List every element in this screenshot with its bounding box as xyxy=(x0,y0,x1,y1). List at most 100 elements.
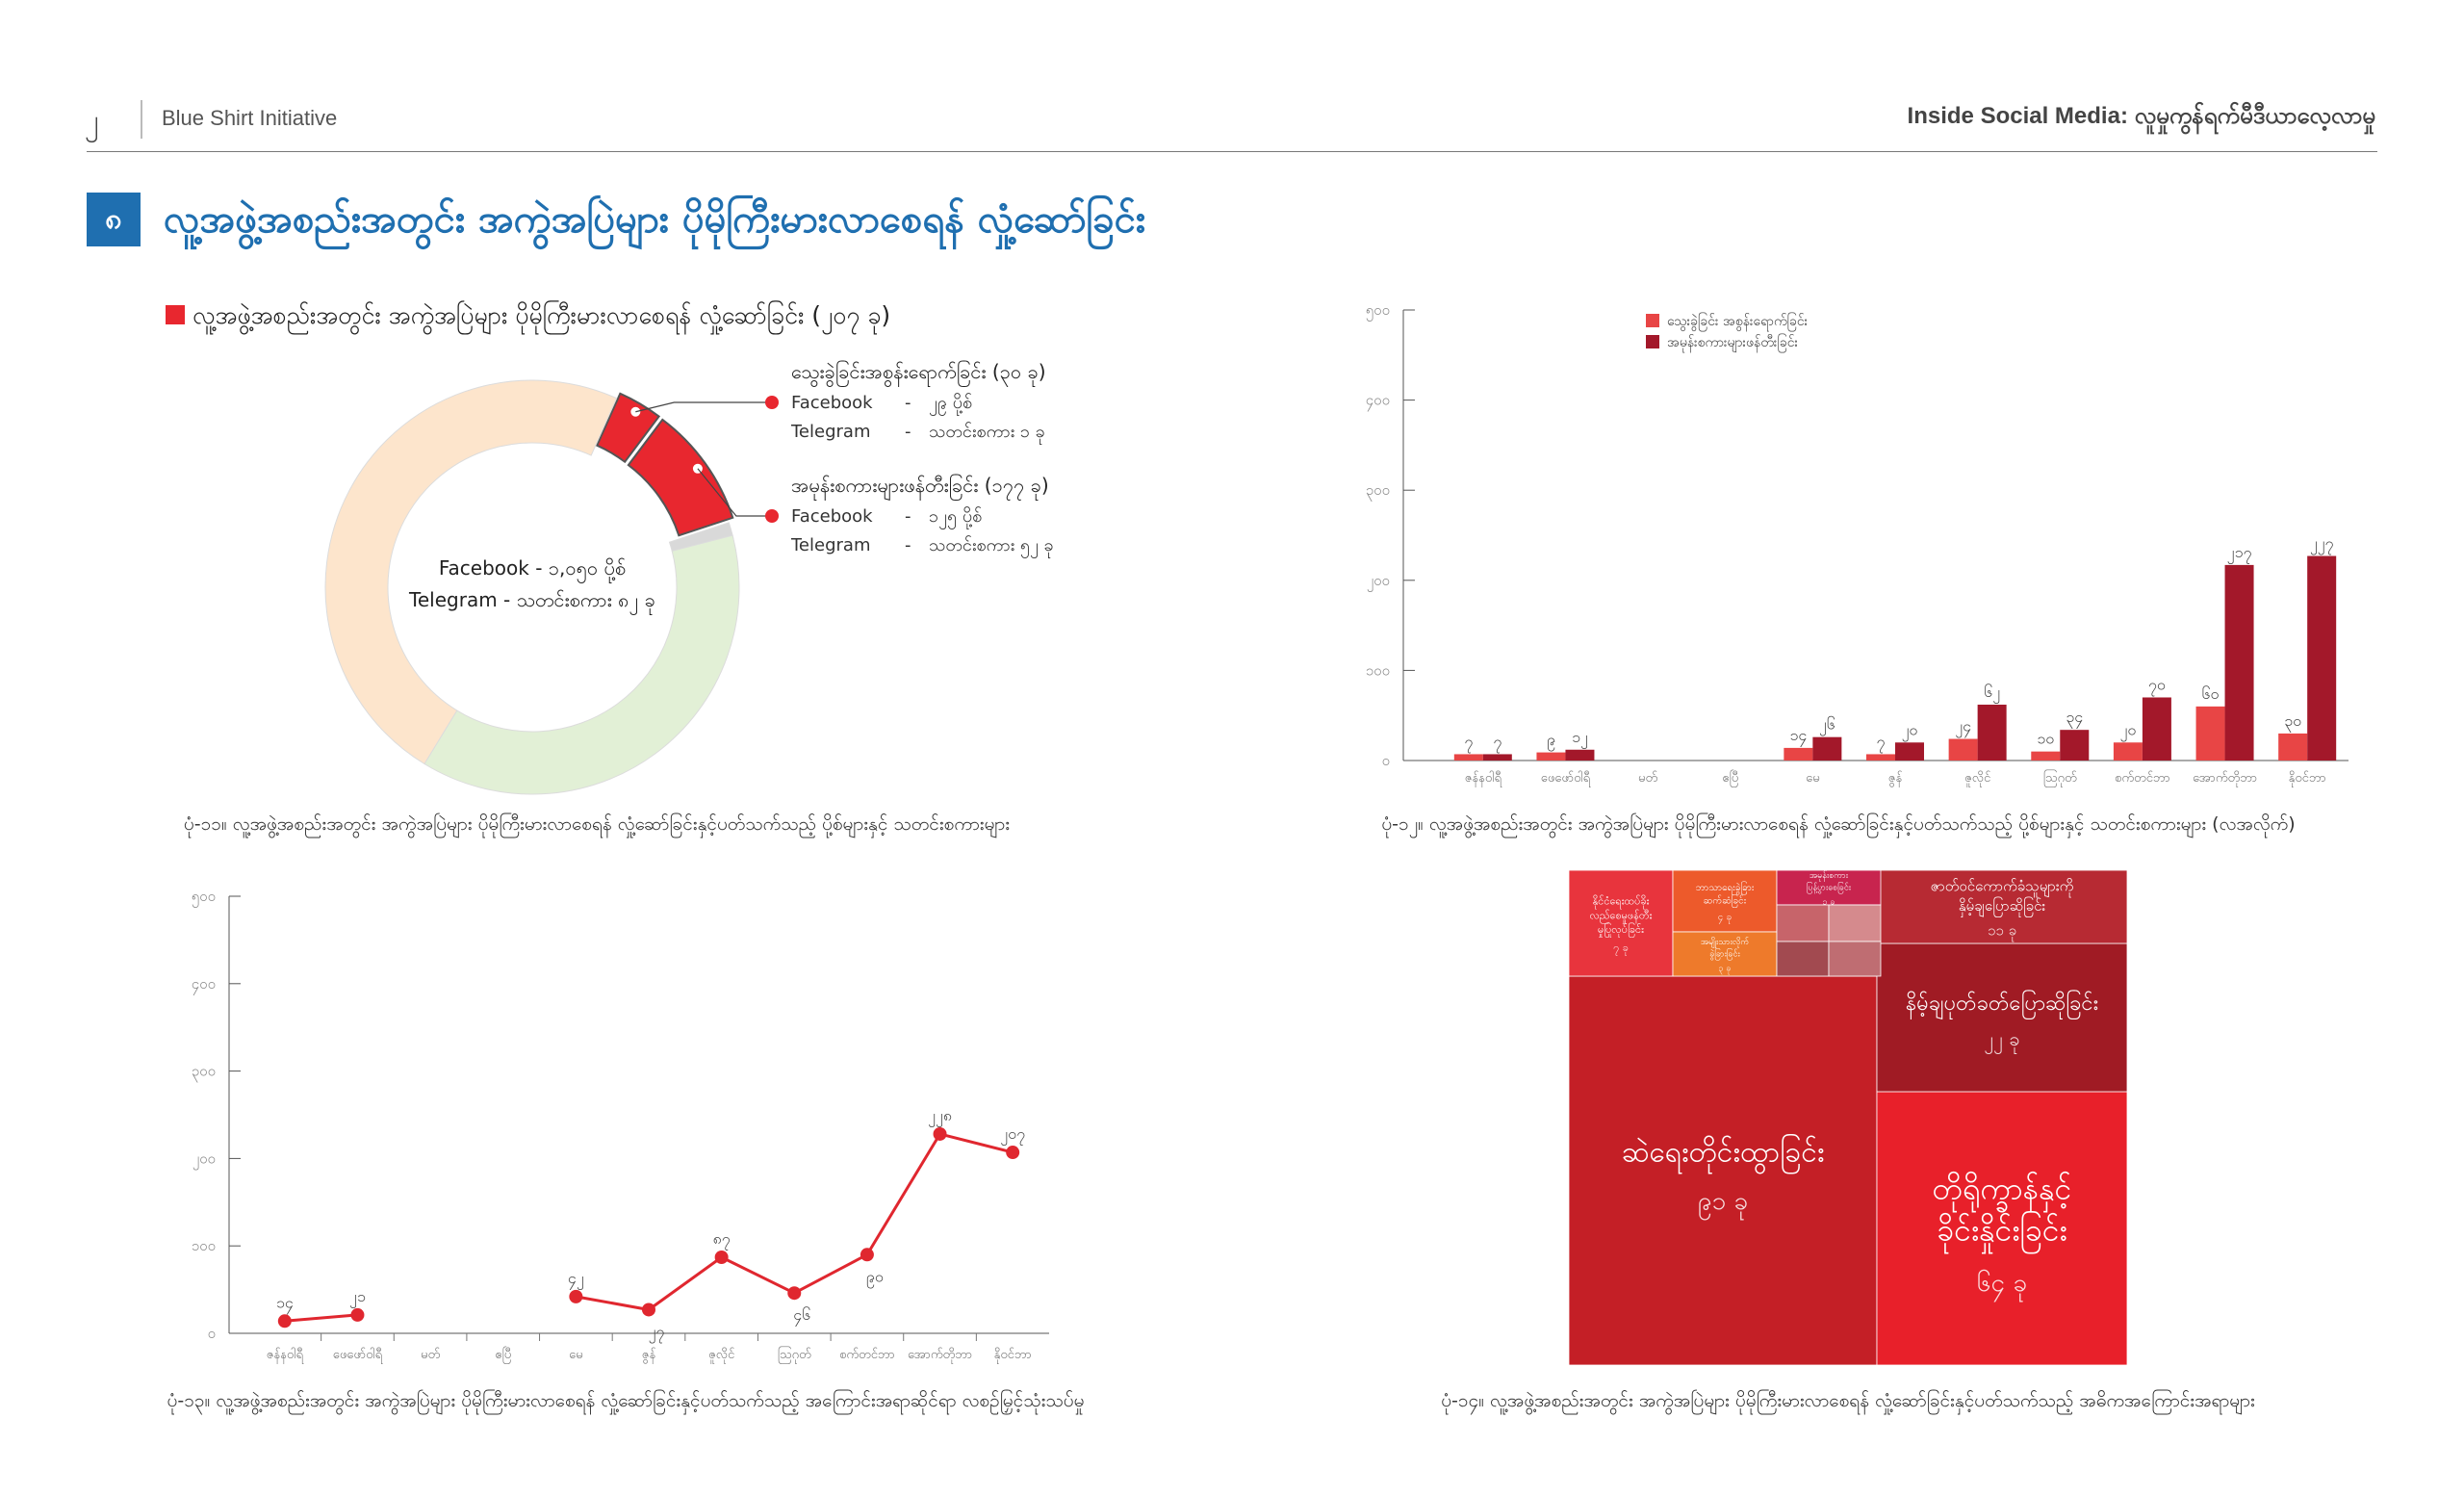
treemap-cell-label: အမုန်းစကား xyxy=(1810,870,1849,882)
y-tick-label: ၅၀၀ xyxy=(1366,301,1390,322)
bar xyxy=(1482,754,1512,761)
header-rule xyxy=(87,151,2377,152)
treemap-cell-label: ဆက်ဆံခြင်း xyxy=(1704,893,1747,909)
annotation-platform: Telegram xyxy=(790,535,870,555)
donut-slice-other-b xyxy=(424,534,740,795)
treemap-cell-label: မှုပြုလုပ်ခြင်း xyxy=(1598,922,1644,938)
donut-title: လူ့အဖွဲ့အစည်းအတွင်း အကွဲအပြဲများ ပိုမိုက… xyxy=(192,300,890,335)
bar xyxy=(2278,733,2308,761)
treemap-cell-label: လည်စေမှုဖန်တီး xyxy=(1590,909,1653,923)
bar-data-label: ၇ xyxy=(1877,732,1886,753)
annotation-count: သတင်းစကား ၁ ခု xyxy=(929,422,1045,445)
legend-label: အမုန်းစကားများဖန်တီးခြင်း xyxy=(1667,334,1798,352)
y-tick-label: ၀ xyxy=(208,1325,216,1342)
x-tick-label: ဇွန် xyxy=(1888,770,1903,787)
point-data-label: ၂၂၈ xyxy=(928,1106,952,1127)
bar xyxy=(1948,738,1978,761)
annotation-count: ၁၂၅ ပို့စ် xyxy=(929,506,982,529)
y-tick-label: ၄၀၀ xyxy=(192,975,216,995)
bar xyxy=(1565,749,1595,761)
point-data-label: ၄၆ xyxy=(793,1305,810,1327)
treemap-cell xyxy=(1569,975,1878,1365)
annotation-platform: Facebook xyxy=(791,506,873,527)
treemap-cell-label: အမျိုးသားလိုက် xyxy=(1701,937,1750,948)
x-tick-label: မတ် xyxy=(1638,770,1657,786)
donut-slice-seg-2 xyxy=(627,418,734,537)
point-data-label: ၄၂ xyxy=(568,1269,584,1290)
legend-swatch xyxy=(1646,335,1659,348)
donut-annotations: သွေးခွဲခြင်းအစွန်းရောက်ခြင်း (၃၀ ခု) Face… xyxy=(630,360,1054,558)
y-tick-label: ၁၀၀ xyxy=(1366,661,1390,679)
treemap-cell-value: ၄ ခု xyxy=(1718,913,1732,925)
data-point xyxy=(860,1248,874,1262)
y-tick-label: ၁၀၀ xyxy=(192,1237,216,1254)
annotation-dash: - xyxy=(905,422,911,442)
section-number-badge: ၈ xyxy=(87,193,141,246)
x-tick-label: ဧပြီ xyxy=(495,1347,511,1364)
bar-data-label: ၁၀ xyxy=(2037,730,2054,748)
point-data-label: ၂၁ xyxy=(349,1287,366,1308)
x-tick-label: အောက်တိုဘာ xyxy=(2193,770,2257,787)
point-data-label: ၉၀ xyxy=(866,1267,884,1288)
y-tick-label: ၅၀၀ xyxy=(192,888,216,908)
bar-data-label: ၇ xyxy=(1464,732,1473,753)
bar xyxy=(1977,704,2007,761)
bar-data-label: ၇၀ xyxy=(2148,675,2166,696)
section-title: လူ့အဖွဲ့အစည်းအတွင်း အကွဲအပြဲများ ပိုမိုက… xyxy=(164,197,1146,242)
treemap-cell xyxy=(1828,941,1882,977)
bar xyxy=(1812,736,1842,761)
x-tick-label: ဖေဖော်ဝါရီ xyxy=(1541,770,1591,787)
x-tick-label: အောက်တိုဘာ xyxy=(908,1347,972,1364)
x-tick-label: ဇန်နဝါရီ xyxy=(1465,770,1502,787)
treemap-cell-label: ဘာသာရေးခွဲခြား xyxy=(1696,880,1755,895)
x-tick-label: မေ xyxy=(1806,771,1820,786)
x-tick-label: ဖေဖော်ဝါရီ xyxy=(333,1347,383,1364)
bar-data-label: ၁၂ xyxy=(1572,728,1588,749)
bar-data-label: ၉ xyxy=(1547,731,1555,752)
x-tick-label: မတ် xyxy=(421,1347,440,1362)
page-number: ၂ xyxy=(85,104,99,138)
annotation-marker xyxy=(765,396,779,409)
x-tick-label: ဇွန် xyxy=(642,1347,656,1364)
bar-data-label: ၂၁၇ xyxy=(2227,543,2252,564)
bar-data-label: ၃၀ xyxy=(2284,711,2301,733)
treemap-cell-value: ၉၁ ခု xyxy=(1698,1187,1748,1221)
y-tick-label: ၃၀၀ xyxy=(1366,481,1390,502)
caption-fig-11: ပုံ-၁၁။ လူ့အဖွဲ့အစည်းအတွင်း အကွဲအပြဲများ… xyxy=(183,813,1011,835)
report-title: Inside Social Media: လူမှုကွန်ရက်မီဒီယာလ… xyxy=(1907,103,2375,129)
annotation-heading: သွေးခွဲခြင်းအစွန်းရောက်ခြင်း (၃၀ ခု) xyxy=(791,360,1046,387)
treemap-cell-label: ပြန့်ပွားစေခြင်း xyxy=(1807,881,1852,893)
donut-chart: လူ့အဖွဲ့အစည်းအတွင်း အကွဲအပြဲများ ပိုမိုက… xyxy=(166,300,1054,795)
treemap-cell xyxy=(1672,870,1778,933)
treemap-cell-value: ၁၁ ခု xyxy=(1988,921,2016,941)
caption-fig-12: ပုံ-၁၂။ လူ့အဖွဲ့အစည်းအတွင်း အကွဲအပြဲများ… xyxy=(1381,813,2296,835)
treemap-cell-value: ၂၂ ခု xyxy=(1984,1027,2019,1054)
treemap-cell xyxy=(1876,942,2127,1093)
data-point xyxy=(277,1314,292,1328)
treemap-cell-label: နှိမ့်ချပြောဆိုခြင်း xyxy=(1959,896,2046,917)
bar-data-label: ၁၄ xyxy=(1789,726,1807,747)
x-tick-label: ဇူလိုင် xyxy=(1964,770,1991,787)
treemap-cell xyxy=(1569,870,1674,977)
treemap-cell xyxy=(1672,931,1778,977)
series-line xyxy=(284,1313,358,1323)
annotation-platform: Facebook xyxy=(791,393,873,413)
annotation-heading: အမုန်းစကားများဖန်တီးခြင်း (၁၇၇ ခု) xyxy=(791,474,1049,501)
bar-data-label: ၂၆ xyxy=(1819,715,1835,736)
bar xyxy=(2031,751,2061,761)
data-point xyxy=(933,1126,947,1141)
y-tick-label: ၀ xyxy=(1382,752,1390,769)
treemap-cell-label: ဆဲရေးတိုင်းထွာခြင်း xyxy=(1621,1133,1824,1174)
bar xyxy=(2195,706,2225,761)
treemap-cell-label: ဇာတ်ဝင်ကောက်ခံသူများကို xyxy=(1931,878,2074,898)
bar xyxy=(1536,752,1566,761)
data-point xyxy=(1006,1146,1020,1160)
series-line xyxy=(576,1132,1014,1312)
x-tick-label: ဧပြီ xyxy=(1722,770,1738,787)
bar-data-label: ၂၂၇ xyxy=(2310,534,2334,555)
annotation-anchor-dot xyxy=(630,406,641,417)
bar xyxy=(2142,697,2171,761)
x-tick-label: ဩဂုတ် xyxy=(778,1346,811,1364)
x-tick-label: ဩဂုတ် xyxy=(2043,769,2077,787)
